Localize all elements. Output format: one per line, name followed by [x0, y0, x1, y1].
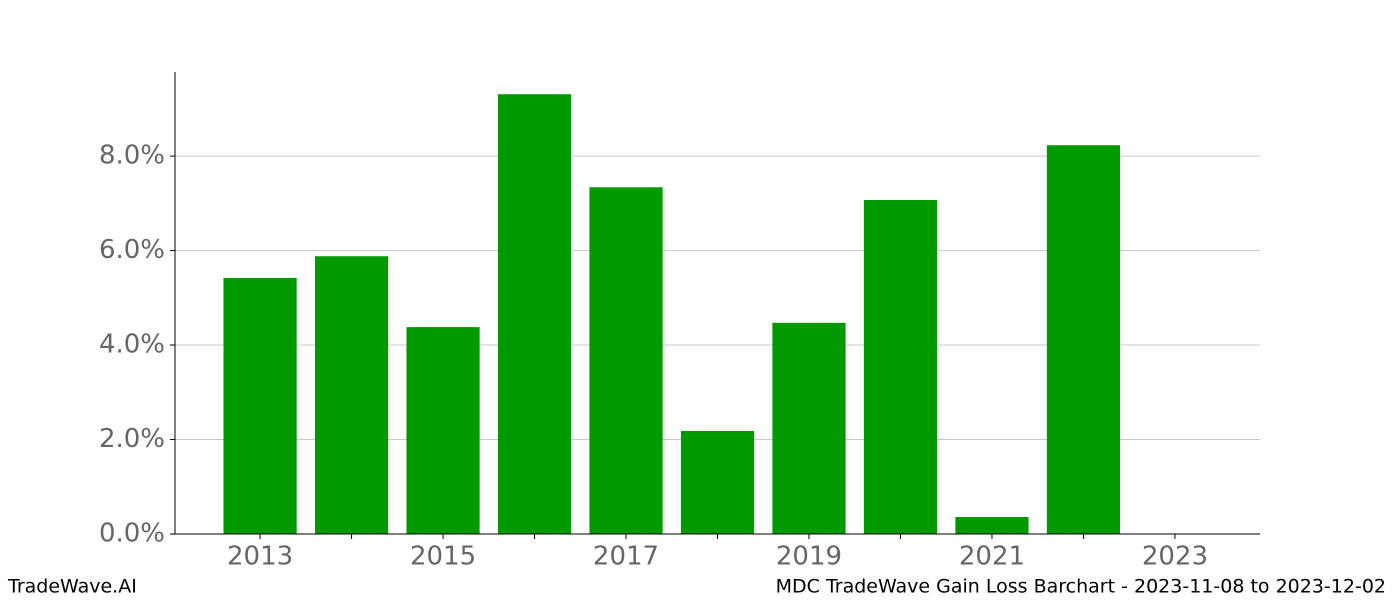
y-tick-label: 0.0%: [99, 519, 165, 549]
x-tick-label: 2015: [410, 542, 476, 572]
x-tick-label: 2019: [776, 542, 842, 572]
bar: [223, 277, 297, 534]
y-tick-label: 2.0%: [99, 424, 165, 454]
caption: MDC TradeWave Gain Loss Barchart - 2023-…: [776, 576, 1386, 598]
bar: [406, 327, 480, 534]
bar: [1046, 145, 1121, 534]
bar: [589, 187, 663, 535]
bar: [497, 94, 572, 534]
x-tick-label: 2017: [593, 542, 659, 572]
bar: [680, 431, 755, 534]
x-tick-label: 2021: [959, 542, 1025, 572]
y-tick-label: 8.0%: [99, 141, 165, 171]
bar: [314, 256, 389, 534]
bar: [772, 322, 846, 534]
watermark: TradeWave.AI: [7, 576, 137, 598]
y-tick-label: 6.0%: [99, 235, 165, 265]
bar: [955, 516, 1029, 534]
bar: [863, 200, 938, 534]
x-tick-label: 2013: [227, 542, 293, 572]
x-tick-label: 2023: [1142, 542, 1208, 572]
y-tick-label: 4.0%: [99, 330, 165, 360]
